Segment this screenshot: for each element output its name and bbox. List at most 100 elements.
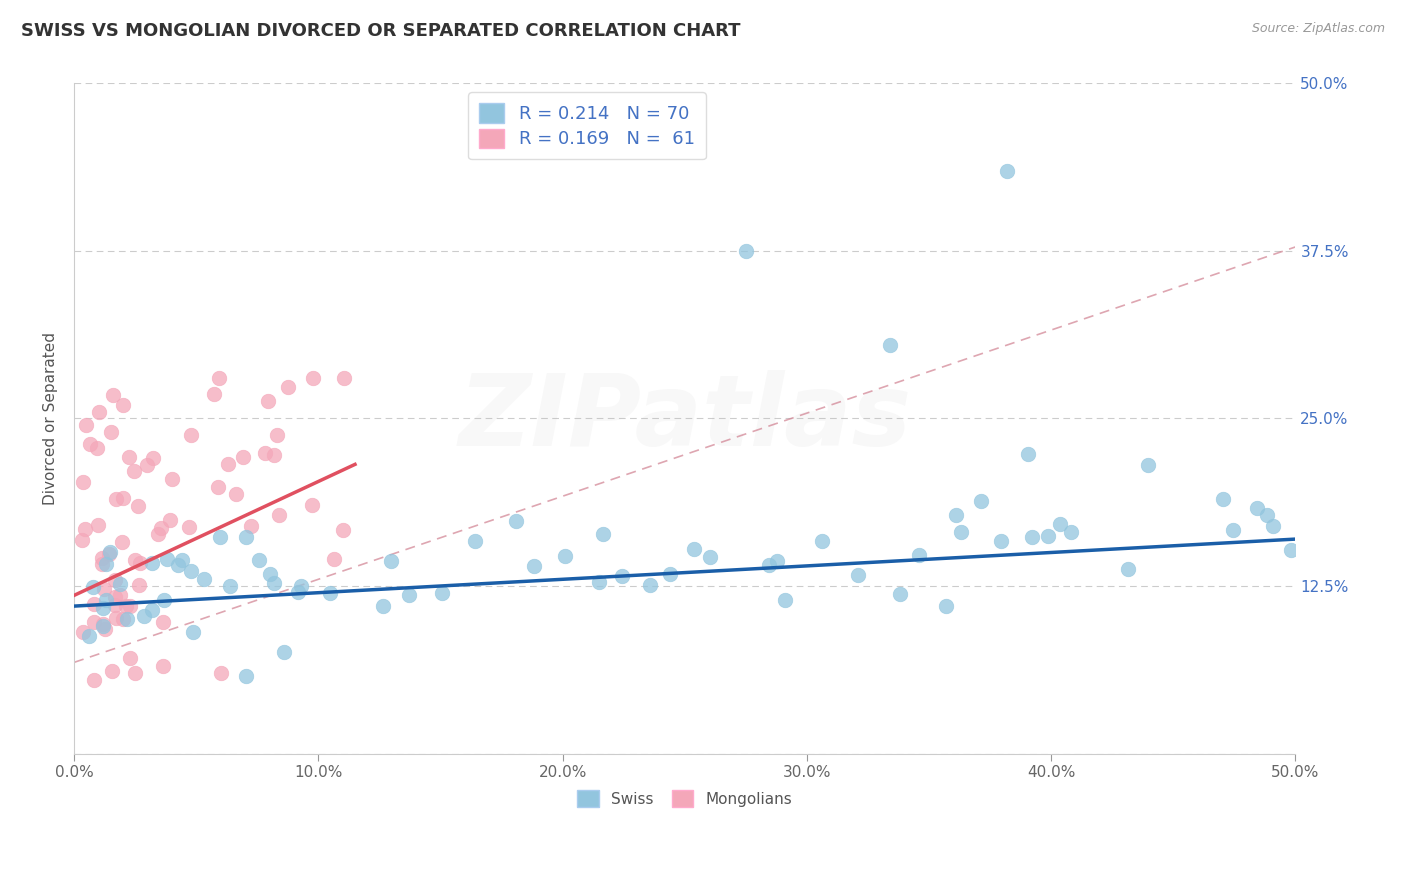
- Point: [83, 615, 105, 630]
- Y-axis label: Divorced or Separated: Divorced or Separated: [44, 332, 58, 505]
- Point: [263, 449, 285, 463]
- Point: [219, 579, 242, 593]
- Point: [1116, 562, 1139, 576]
- Point: [118, 599, 141, 613]
- Point: [83, 673, 105, 687]
- Point: [995, 163, 1018, 178]
- Point: [638, 578, 661, 592]
- Point: [247, 552, 270, 566]
- Point: [160, 472, 183, 486]
- Point: [75, 418, 97, 433]
- Point: [82, 580, 104, 594]
- Point: [93, 582, 115, 596]
- Point: [91, 551, 114, 566]
- Point: [152, 659, 174, 673]
- Point: [150, 521, 173, 535]
- Point: [319, 585, 342, 599]
- Point: [333, 371, 356, 385]
- Point: [1038, 529, 1060, 543]
- Point: [302, 371, 325, 385]
- Point: [765, 554, 787, 568]
- Point: [464, 533, 486, 548]
- Point: [128, 499, 150, 513]
- Point: [115, 599, 138, 613]
- Point: [111, 398, 134, 412]
- Legend: Swiss, Mongolians: Swiss, Mongolians: [571, 784, 799, 813]
- Point: [70, 533, 93, 547]
- Point: [209, 666, 232, 681]
- Point: [256, 393, 278, 408]
- Point: [128, 577, 150, 591]
- Point: [141, 603, 163, 617]
- Point: [79, 437, 101, 451]
- Point: [94, 622, 117, 636]
- Point: [156, 551, 179, 566]
- Point: [263, 576, 285, 591]
- Point: [945, 508, 967, 522]
- Point: [273, 645, 295, 659]
- Point: [117, 450, 139, 465]
- Point: [699, 550, 721, 565]
- Point: [136, 458, 159, 473]
- Point: [86, 442, 108, 456]
- Point: [267, 508, 290, 522]
- Point: [152, 615, 174, 629]
- Point: [87, 405, 110, 419]
- Point: [96, 592, 118, 607]
- Point: [132, 609, 155, 624]
- Point: [682, 541, 704, 556]
- Point: [266, 427, 288, 442]
- Point: [1049, 517, 1071, 532]
- Point: [218, 457, 240, 471]
- Point: [207, 479, 229, 493]
- Point: [225, 487, 247, 501]
- Point: [122, 465, 145, 479]
- Point: [734, 244, 756, 258]
- Point: [588, 574, 610, 589]
- Point: [659, 567, 682, 582]
- Point: [1256, 508, 1278, 522]
- Point: [1017, 447, 1039, 461]
- Point: [773, 593, 796, 607]
- Point: [301, 499, 323, 513]
- Point: [193, 572, 215, 586]
- Point: [104, 590, 127, 604]
- Point: [1263, 519, 1285, 533]
- Point: [554, 549, 576, 563]
- Point: [72, 625, 94, 640]
- Point: [170, 552, 193, 566]
- Text: Source: ZipAtlas.com: Source: ZipAtlas.com: [1251, 22, 1385, 36]
- Point: [75, 522, 97, 536]
- Point: [108, 588, 131, 602]
- Point: [104, 599, 127, 613]
- Point: [380, 554, 402, 568]
- Point: [398, 588, 420, 602]
- Point: [111, 491, 134, 505]
- Point: [811, 534, 834, 549]
- Point: [112, 612, 135, 626]
- Point: [181, 624, 204, 639]
- Point: [232, 450, 254, 464]
- Point: [129, 557, 152, 571]
- Point: [100, 425, 122, 439]
- Point: [1060, 524, 1083, 539]
- Text: ZIPatlas: ZIPatlas: [458, 370, 911, 467]
- Point: [159, 513, 181, 527]
- Point: [990, 533, 1012, 548]
- Point: [430, 586, 453, 600]
- Text: SWISS VS MONGOLIAN DIVORCED OR SEPARATED CORRELATION CHART: SWISS VS MONGOLIAN DIVORCED OR SEPARATED…: [21, 22, 741, 40]
- Point: [117, 611, 139, 625]
- Point: [96, 557, 118, 571]
- Point: [104, 491, 127, 506]
- Point: [908, 548, 931, 562]
- Point: [103, 388, 125, 402]
- Point: [87, 517, 110, 532]
- Point: [166, 558, 188, 573]
- Point: [290, 579, 312, 593]
- Point: [180, 564, 202, 578]
- Point: [332, 523, 354, 537]
- Point: [371, 599, 394, 614]
- Point: [93, 600, 115, 615]
- Point: [505, 514, 527, 528]
- Point: [1279, 542, 1302, 557]
